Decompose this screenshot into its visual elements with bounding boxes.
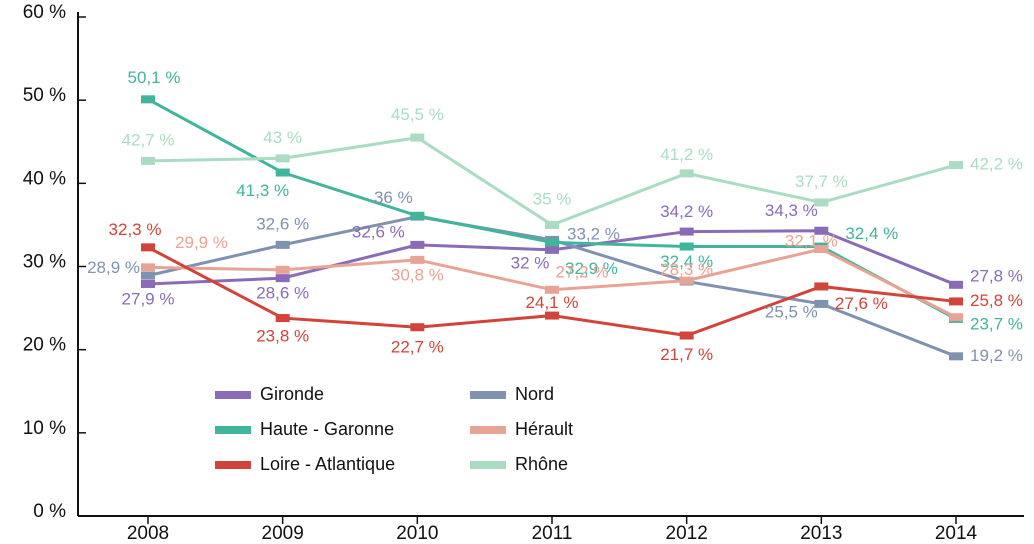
data-label: 23,7 % xyxy=(970,314,1023,333)
y-tick-label: 10 % xyxy=(23,418,66,439)
legend-label: Gironde xyxy=(260,384,324,404)
data-label: 50,1 % xyxy=(128,68,181,87)
data-label: 29,9 % xyxy=(175,233,228,252)
y-tick-label: 40 % xyxy=(23,168,66,189)
point-marker xyxy=(949,280,963,289)
point-marker xyxy=(141,156,155,165)
x-tick-label: 2012 xyxy=(666,523,708,544)
point-marker xyxy=(679,242,694,251)
data-label: 28,6 % xyxy=(256,284,309,303)
point-marker xyxy=(545,220,559,229)
y-tick-label: 60 % xyxy=(23,2,66,23)
point-marker xyxy=(410,240,425,249)
data-label: 27,8 % xyxy=(970,266,1023,285)
data-label: 41,3 % xyxy=(236,181,289,200)
point-marker xyxy=(275,240,290,249)
x-tick-label: 2014 xyxy=(935,523,978,544)
data-label: 22,7 % xyxy=(391,338,444,357)
point-marker xyxy=(410,255,425,264)
legend-label: Loire - Atlantique xyxy=(260,454,395,474)
y-tick-label: 50 % xyxy=(23,85,66,106)
point-marker xyxy=(275,265,290,274)
x-tick-label: 2008 xyxy=(127,523,169,544)
point-marker xyxy=(814,282,829,291)
data-label: 32,1 % xyxy=(785,232,838,251)
point-marker xyxy=(679,169,694,178)
data-label: 27,9 % xyxy=(122,289,175,308)
data-label: 25,5 % xyxy=(765,302,818,321)
point-marker xyxy=(141,243,155,252)
data-label: 32,4 % xyxy=(845,224,898,243)
data-label: 35 % xyxy=(533,189,572,208)
point-marker xyxy=(949,352,963,361)
point-marker xyxy=(141,95,155,104)
data-label: 32,4 % xyxy=(660,252,713,271)
data-label: 43 % xyxy=(263,128,302,147)
data-label: 28,9 % xyxy=(87,258,140,277)
x-tick-label: 2013 xyxy=(800,523,842,544)
x-tick-label: 2011 xyxy=(532,523,573,544)
point-marker xyxy=(275,168,290,177)
point-marker xyxy=(275,274,290,283)
data-label: 33,2 % xyxy=(567,224,620,243)
y-tick-label: 30 % xyxy=(23,252,66,273)
point-marker xyxy=(410,323,425,332)
point-marker xyxy=(275,314,290,323)
point-marker xyxy=(949,161,963,170)
data-label: 32,6 % xyxy=(352,222,405,241)
data-label: 28,3 % xyxy=(660,260,713,279)
point-marker xyxy=(814,226,829,235)
point-marker xyxy=(275,154,290,163)
legend-box xyxy=(188,375,618,483)
point-marker xyxy=(949,297,963,306)
point-marker xyxy=(949,313,963,322)
data-label: 32 % xyxy=(511,253,550,272)
point-marker xyxy=(545,285,559,294)
data-label: 32,3 % xyxy=(109,220,162,239)
data-label: 27,6 % xyxy=(835,294,888,313)
data-label: 42,2 % xyxy=(970,155,1023,174)
point-marker xyxy=(814,245,829,254)
point-marker xyxy=(410,133,425,142)
point-marker xyxy=(141,271,155,280)
point-marker xyxy=(679,227,694,236)
y-tick-label: 0 % xyxy=(33,501,66,522)
data-label: 27,2 % xyxy=(556,262,609,281)
legend-label: Nord xyxy=(515,384,554,404)
point-marker xyxy=(545,311,559,320)
x-tick-label: 2010 xyxy=(396,523,438,544)
point-marker xyxy=(679,331,694,340)
point-marker xyxy=(814,299,829,308)
data-label: 41,2 % xyxy=(660,145,713,164)
x-tick-label: 2009 xyxy=(262,523,304,544)
legend-label: Hérault xyxy=(515,419,573,439)
point-marker xyxy=(545,238,559,247)
data-label: 34,3 % xyxy=(765,201,818,220)
data-label: 36 % xyxy=(374,188,413,207)
y-tick-label: 20 % xyxy=(23,335,66,356)
data-label: 19,2 % xyxy=(970,346,1023,365)
point-marker xyxy=(141,263,155,272)
data-label: 24,1 % xyxy=(526,293,579,312)
point-marker xyxy=(545,245,559,254)
data-label: 34,2 % xyxy=(660,202,713,221)
point-marker xyxy=(679,276,694,285)
point-marker xyxy=(141,279,155,288)
data-label: 37,7 % xyxy=(795,172,848,191)
data-label: 25,8 % xyxy=(970,291,1023,310)
point-marker xyxy=(814,198,829,207)
data-label: 30,8 % xyxy=(391,265,444,284)
data-label: 32,6 % xyxy=(256,214,309,233)
data-label: 23,8 % xyxy=(256,327,309,346)
point-marker xyxy=(410,211,425,220)
data-label: 42,7 % xyxy=(122,130,175,149)
data-label: 32,9 % xyxy=(565,259,618,278)
data-label: 45,5 % xyxy=(391,105,444,124)
legend-label: Haute - Garonne xyxy=(260,419,394,439)
data-label: 21,7 % xyxy=(660,345,713,364)
legend-label: Rhône xyxy=(515,454,568,474)
